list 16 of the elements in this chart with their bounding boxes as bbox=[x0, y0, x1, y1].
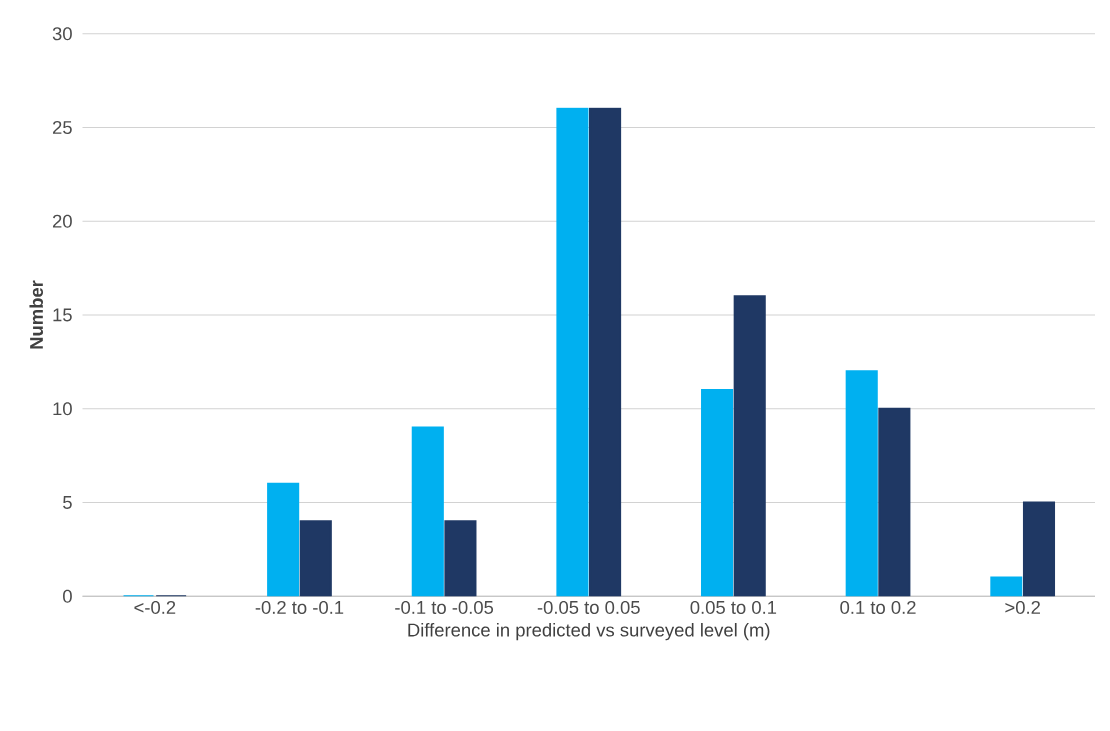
x-tick-label: -0.1 to -0.05 bbox=[395, 600, 494, 614]
y-tick-label: 5 bbox=[63, 495, 72, 509]
y-tick-label: 30 bbox=[52, 27, 72, 41]
y-tick-label: 15 bbox=[53, 308, 72, 322]
x-tick-label: <-0.2 bbox=[134, 600, 176, 614]
x-tick-label: 0.05 to 0.1 bbox=[690, 600, 777, 614]
x-tick-label: 0.1 to 0.2 bbox=[840, 600, 916, 614]
y-axis-title: Number bbox=[29, 280, 44, 349]
x-tick-label: -0.2 to -0.1 bbox=[255, 600, 344, 614]
y-tick-label: 0 bbox=[63, 589, 72, 603]
y-tick-label: 10 bbox=[53, 402, 72, 416]
x-axis-title: Difference in predicted vs surveyed level (m) bbox=[408, 622, 770, 641]
x-tick-label: -0.05 to 0.05 bbox=[537, 600, 640, 614]
x-tick-label: >0.2 bbox=[1005, 600, 1040, 614]
y-tick-label: 25 bbox=[52, 120, 72, 134]
y-tick-label: 20 bbox=[52, 214, 72, 228]
